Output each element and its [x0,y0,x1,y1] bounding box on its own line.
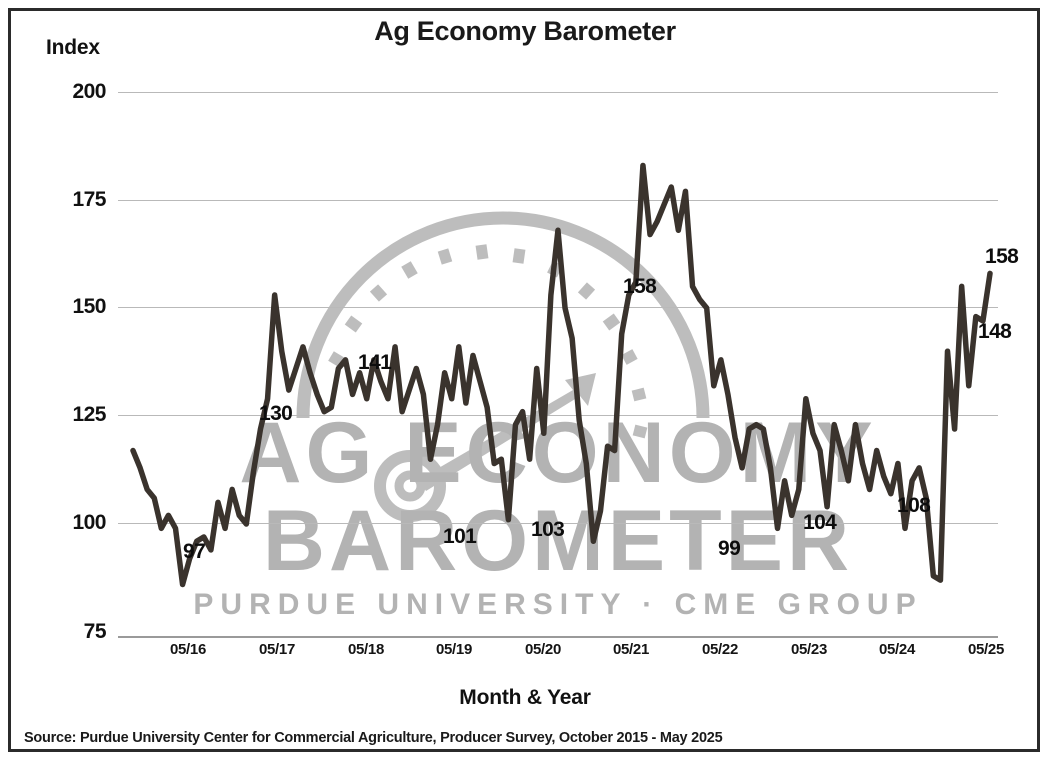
y-axis-title: Index [46,36,100,59]
data-point-label-101-3: 101 [443,525,477,548]
gridline-125 [118,415,998,416]
gridline-175 [118,200,998,201]
x-tick-label-9: 05/25 [967,641,1005,658]
x-tick-label-7: 05/23 [790,641,828,658]
data-point-label-158-5: 158 [623,275,657,298]
data-point-label-103-4: 103 [531,518,565,541]
y-tick-label-150: 150 [72,295,106,318]
gridline-200 [118,92,998,93]
x-tick-label-6: 05/22 [701,641,739,658]
x-tick-label-1: 05/17 [258,641,296,658]
data-point-label-99-6: 99 [718,537,741,560]
source-note: Source: Purdue University Center for Com… [24,730,723,746]
gridline-150 [118,307,998,308]
data-point-label-141-2: 141 [358,351,392,374]
data-point-label-104-7: 104 [803,511,837,534]
data-point-label-158-10: 158 [985,245,1019,268]
x-tick-label-5: 05/21 [612,641,650,658]
x-tick-label-4: 05/20 [524,641,562,658]
x-tick-label-3: 05/19 [435,641,473,658]
y-tick-label-125: 125 [72,403,106,426]
y-tick-label-175: 175 [72,188,106,211]
gridline-100 [118,523,998,524]
x-axis-title: Month & Year [459,686,591,709]
data-point-label-148-9: 148 [978,320,1012,343]
plot-area [118,88,998,636]
y-tick-label-75: 75 [83,620,107,643]
data-series-line [130,162,993,588]
data-point-label-130-1: 130 [259,402,293,425]
chart-title: Ag Economy Barometer [374,16,676,46]
data-point-label-97-0: 97 [183,540,206,563]
x-tick-label-8: 05/24 [878,641,916,658]
x-tick-label-0: 05/16 [169,641,207,658]
y-tick-label-100: 100 [72,511,106,534]
y-tick-label-200: 200 [72,80,106,103]
data-point-label-108-8: 108 [897,494,931,517]
x-tick-label-2: 05/18 [347,641,385,658]
x-axis-line [118,636,998,638]
